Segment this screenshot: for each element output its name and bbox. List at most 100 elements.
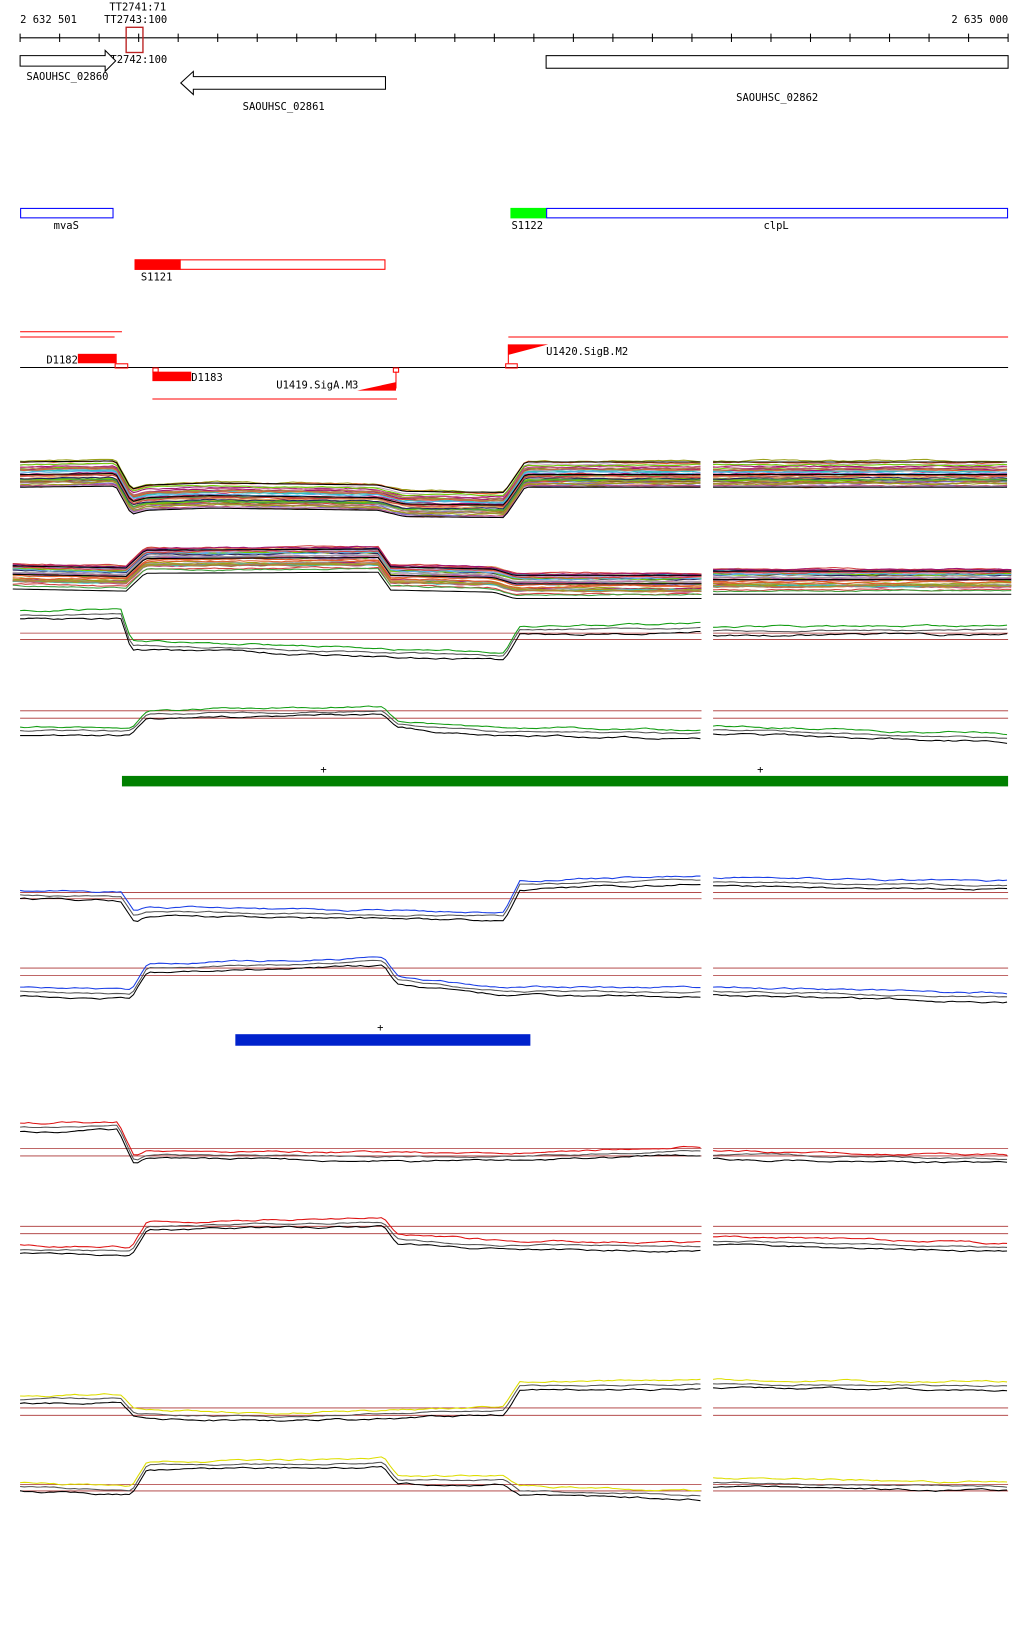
expression-line	[713, 567, 1012, 572]
expression-line	[19, 1465, 701, 1502]
promoter-label: U1420.SigB.M2	[546, 346, 628, 358]
expression-line	[20, 705, 701, 732]
promoter-U1420[interactable]	[508, 344, 549, 355]
expression-line	[12, 567, 702, 597]
expression-line	[713, 467, 1008, 472]
expression-line	[713, 1149, 1008, 1156]
green-track-2	[20, 705, 1009, 744]
transcript-label: S1122	[511, 220, 543, 232]
yellow-track-1	[20, 1378, 1009, 1422]
gene-label: SAOUHSC_02861	[243, 101, 325, 113]
expression-line	[12, 556, 702, 585]
expression-line	[713, 463, 1008, 467]
transcript-S1122[interactable]	[510, 207, 547, 219]
expression-line	[20, 964, 701, 1000]
expression-line	[20, 956, 701, 990]
expression-line	[20, 460, 701, 493]
transcript-label: mvaS	[54, 220, 79, 232]
expression-line	[713, 1235, 1008, 1245]
expression-line	[713, 732, 1008, 744]
expression-line	[713, 475, 1008, 479]
segment-marker: +	[757, 764, 763, 776]
transcript-clpL[interactable]	[546, 207, 1009, 219]
expression-line	[713, 1243, 1008, 1253]
expression-tracks	[12, 458, 1012, 1502]
promoter-label: U1419.SigA.M3	[276, 379, 358, 391]
terminator-label[interactable]: TT2743:100	[104, 14, 167, 26]
expression-line	[712, 572, 1012, 576]
expression-line	[713, 623, 1008, 629]
red-track-2	[20, 1217, 1009, 1257]
expression-line	[12, 551, 702, 581]
genes-track: SAOUHSC_02860 SAOUHSC_02861 SAOUHSC_0286…	[19, 49, 1009, 113]
ruler-end-label: 2 635 000	[951, 14, 1008, 26]
expression-line	[713, 478, 1008, 481]
expression-line	[713, 1386, 1008, 1392]
expression-line	[713, 1383, 1008, 1388]
transcript-mvaS[interactable]	[20, 207, 114, 219]
expression-line	[20, 485, 701, 519]
expression-line	[713, 566, 1012, 571]
transcript-S1121[interactable]	[134, 259, 181, 270]
promoter-U1419[interactable]	[357, 382, 396, 391]
expression-line	[12, 557, 702, 587]
ruler-start-label: 2 632 501	[20, 14, 77, 26]
expression-line	[20, 480, 701, 516]
promoter-label: D1183	[191, 372, 223, 384]
expression-line	[713, 471, 1008, 475]
expression-line	[20, 470, 701, 504]
transcripts-track: mvaS S1122 clpL S1121	[20, 207, 1009, 283]
expression-line	[713, 881, 1008, 887]
promoter-label: D1182	[46, 354, 78, 366]
expression-line	[713, 580, 1012, 585]
expression-line	[712, 632, 1008, 637]
expression-line	[12, 549, 702, 579]
expression-line	[20, 1121, 701, 1156]
expression-line	[20, 1383, 701, 1418]
promoter-site	[152, 367, 159, 373]
green-track-1	[20, 608, 1009, 661]
promoter-site	[114, 363, 129, 369]
promoter-D1183[interactable]	[152, 371, 192, 382]
expression-line	[20, 467, 701, 502]
expression-line	[712, 1378, 1008, 1384]
gene-arrow-SAOUHSC_02861[interactable]	[179, 70, 387, 96]
expression-line	[713, 884, 1008, 891]
expression-line	[713, 467, 1008, 472]
gene-box-SAOUHSC_02862[interactable]	[545, 55, 1009, 69]
expression-line	[20, 608, 701, 654]
gene-label: SAOUHSC_02862	[736, 92, 818, 104]
expression-line	[713, 1157, 1008, 1164]
expression-line	[713, 628, 1008, 633]
expression-line	[712, 990, 1008, 998]
expression-line	[20, 1217, 701, 1249]
transcript-label: S1121	[141, 271, 173, 283]
expression-line	[713, 986, 1008, 995]
blue-track-2	[20, 956, 1009, 1004]
multi-condition-track-2	[12, 545, 1012, 599]
expression-line	[713, 584, 1012, 588]
expression-line	[12, 548, 702, 576]
expression-line	[20, 1378, 701, 1415]
blue-track-1	[20, 875, 1009, 922]
segment-bar-blue[interactable]	[235, 1034, 531, 1046]
gene-arrow-SAOUHSC_02860[interactable]	[19, 49, 117, 73]
ruler-ticks	[19, 33, 1009, 42]
terminator-box[interactable]	[125, 26, 144, 54]
expression-line	[712, 464, 1008, 469]
expression-line	[713, 1485, 1008, 1492]
expression-line	[20, 472, 701, 506]
expression-line	[20, 713, 701, 740]
promoter-D1182[interactable]	[77, 353, 117, 364]
segment-marker: +	[320, 764, 326, 776]
expression-line	[20, 476, 701, 510]
segment-bar-green[interactable]	[121, 775, 1009, 787]
segment-marker: +	[377, 1022, 383, 1034]
expression-line	[20, 462, 701, 497]
terminator-label[interactable]: TT2741:71	[109, 1, 166, 13]
expression-line	[20, 1388, 701, 1422]
multi-condition-track-1	[20, 458, 1008, 519]
terminator-label[interactable]: TT2742:100	[104, 54, 167, 66]
